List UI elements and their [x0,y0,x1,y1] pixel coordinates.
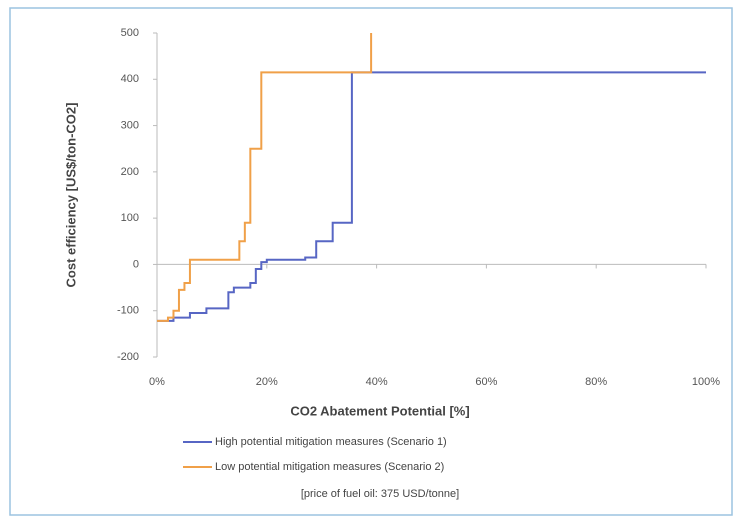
series-line [157,71,706,322]
legend-label: High potential mitigation measures (Scen… [215,436,447,448]
y-tick-label: 100 [121,212,139,224]
y-tick-label: 300 [121,119,139,131]
series-line [157,33,373,322]
x-tick-label: 80% [585,376,607,388]
y-tick-label: 200 [121,166,139,178]
x-tick-label: 0% [149,376,165,388]
x-tick-label: 40% [366,376,388,388]
chart-frame [9,7,733,516]
y-tick-label: 0 [133,258,139,270]
note: [price of fuel oil: 375 USD/tonne] [301,488,459,500]
x-tick-label: 60% [475,376,497,388]
x-tick-label: 100% [692,376,720,388]
y-tick-label: -100 [117,305,139,317]
x-tick-label: 20% [256,376,278,388]
y-tick-label: 500 [121,27,139,39]
y-axis-title: Cost efficiency [US$/ton-CO2] [63,103,78,288]
legend-label: Low potential mitigation measures (Scena… [215,461,444,473]
y-tick-label: -200 [117,351,139,363]
x-axis-title: CO2 Abatement Potential [%] [290,403,469,418]
y-tick-label: 400 [121,73,139,85]
